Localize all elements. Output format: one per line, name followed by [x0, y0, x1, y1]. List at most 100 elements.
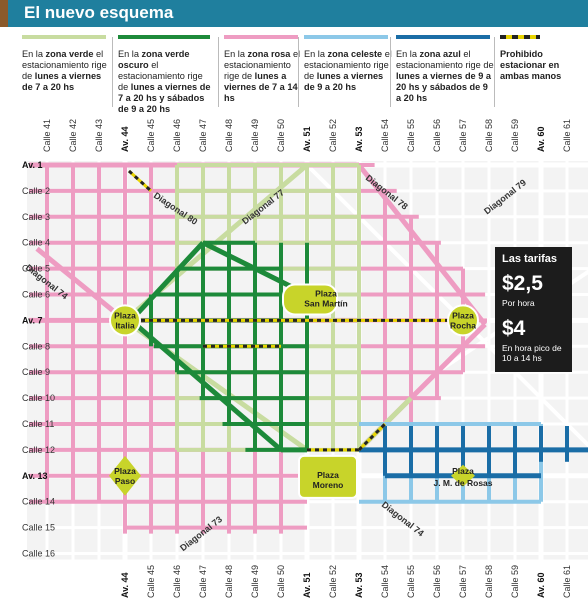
legend-text: En la zona celeste el estacionamiento ri… [304, 49, 392, 93]
row-label: Calle 14 [22, 497, 55, 507]
row-label: Av. 13 [22, 471, 48, 481]
column-label-bottom: Calle 52 [328, 565, 338, 598]
legend-swatch [118, 35, 210, 39]
column-label-bottom: Calle 57 [458, 565, 468, 598]
column-label-bottom: Calle 49 [250, 565, 260, 598]
column-label-bottom: Calle 58 [484, 565, 494, 598]
column-label: Calle 59 [510, 119, 520, 152]
column-label-bottom: Calle 61 [562, 565, 572, 598]
legend-text-mid: el estacionamiento rige de [118, 60, 203, 92]
row-label: Calle 9 [22, 367, 50, 377]
legend-swatch [22, 35, 106, 39]
legend-text-bold2: lunes a viernes de 9 a 20 hs [304, 71, 384, 92]
column-label-bottom: Calle 56 [432, 565, 442, 598]
row-label: Calle 5 [22, 264, 50, 274]
rate-label-peak: En hora pico de 10 a 14 hs [502, 343, 562, 363]
legend-text-mid: el estacionamiento rige de [224, 49, 301, 81]
legend-separator [218, 37, 219, 107]
green-dark-edge-sw [129, 318, 283, 452]
column-label: Calle 54 [380, 119, 390, 152]
column-label: Calle 45 [146, 119, 156, 152]
column-label-bottom: Calle 50 [276, 565, 286, 598]
plaza-san-martin [282, 283, 338, 316]
column-label: Calle 61 [562, 119, 572, 152]
legend-swatch [500, 35, 540, 39]
plaza-jm-rosas [451, 464, 475, 487]
plaza-name-line2: San Martín [304, 299, 347, 309]
green-dark-edge-nw [129, 241, 205, 323]
legend-text-pre: En la [224, 49, 248, 59]
column-label: Calle 49 [250, 119, 260, 152]
legend-text-bold2: lunes a viernes de 7 a 20 hs y sábados d… [118, 82, 211, 114]
row-label: Av. 7 [22, 315, 43, 325]
row-label: Calle 11 [22, 419, 54, 429]
column-label: Calle 46 [172, 119, 182, 152]
column-label-bottom: Calle 55 [406, 565, 416, 598]
legend-text-pre: En la [118, 49, 142, 59]
plaza-name-line1: Plaza [452, 466, 474, 476]
rate-price-hourly: $2,5 [502, 272, 543, 295]
rate-label-hourly: Por hora [502, 298, 535, 308]
plaza-name-line2: Rocha [450, 320, 476, 330]
legend-text-mid: el estacionamiento rige de [304, 49, 392, 81]
column-label-bottom: Calle 59 [510, 565, 520, 598]
column-label: Calle 47 [198, 119, 208, 152]
plaza-italia [109, 304, 141, 337]
legend-text-mid: el estacionamiento rige de [22, 49, 107, 81]
row-label: Calle 2 [22, 186, 50, 196]
plaza-name-line2: J. M. de Rosas [433, 478, 492, 488]
row-label: Calle 10 [22, 393, 55, 403]
legend-text-bold1: Prohibido estacionar en ambas manos [500, 49, 562, 81]
legend-item-4: En la zona celeste el estacionamiento ri… [304, 35, 392, 93]
legend-text-mid: el estacionamiento rige de [396, 49, 494, 70]
plaza-moreno [298, 454, 358, 499]
column-label: Calle 55 [406, 119, 416, 152]
prohibited-diag-80 [127, 169, 153, 193]
plaza-name-line2: Italia [115, 320, 135, 330]
legend-separator [298, 37, 299, 107]
legend-text: En la zona rosa el estacionamiento rige … [224, 49, 302, 104]
legend-text: En la zona verde oscuro el estacionamien… [118, 49, 214, 115]
legend-item-1: En la zona verde el estacionamiento rige… [22, 35, 110, 93]
row-label: Calle 12 [22, 445, 55, 455]
column-label: Av. 51 [302, 126, 312, 152]
legend-text: En la zona verde el estacionamiento rige… [22, 49, 110, 93]
legend-text-bold2: lunes a viernes de 7 a 14 hs [224, 71, 298, 103]
column-label-bottom: Calle 46 [172, 565, 182, 598]
column-label: Calle 52 [328, 119, 338, 152]
legend-text-bold1: zona azul [419, 49, 461, 59]
plaza-name-line2: Moreno [313, 480, 344, 490]
column-label-bottom: Av. 44 [120, 572, 130, 598]
diagonal-74-left-line [35, 246, 127, 323]
legend-text-bold1: zona verde [45, 49, 94, 59]
row-label: Calle 3 [22, 212, 50, 222]
legend-text-pre: En la [22, 49, 46, 59]
plaza-name-line2: Paso [115, 476, 135, 486]
plaza-rocha [447, 304, 479, 337]
column-label: Calle 58 [484, 119, 494, 152]
column-label-bottom: Calle 54 [380, 565, 390, 598]
plaza-name-line1: Plaza [315, 289, 337, 299]
column-label: Calle 41 [42, 119, 52, 152]
prohibited-diag-join [357, 422, 387, 451]
plaza-name-line1: Plaza [452, 310, 474, 320]
column-label: Calle 43 [94, 119, 104, 152]
legend-swatch [304, 35, 388, 39]
column-label: Av. 53 [354, 126, 364, 152]
title-bar: El nuevo esquema [0, 0, 588, 27]
column-label: Calle 50 [276, 119, 286, 152]
legend-text-bold1: zona celeste [327, 49, 383, 59]
legend-text-bold1: zona verde oscuro [118, 49, 190, 70]
column-label: Calle 42 [68, 119, 78, 152]
rate-price-peak: $4 [502, 317, 526, 340]
column-label-bottom: Calle 47 [198, 565, 208, 598]
plaza-paso [109, 455, 141, 496]
legend-text-pre: En la [396, 49, 420, 59]
legend-item-5: En la zona azul el estacionamiento rige … [396, 35, 494, 104]
column-label-bottom: Av. 60 [536, 572, 546, 598]
column-label-bottom: Av. 53 [354, 572, 364, 598]
legend-swatch [224, 35, 298, 39]
plaza-name-line1: Plaza [317, 470, 339, 480]
diagonal-78-line [357, 163, 487, 326]
